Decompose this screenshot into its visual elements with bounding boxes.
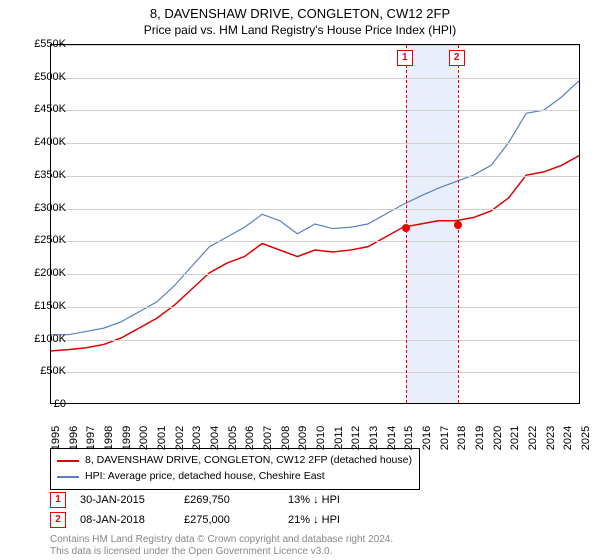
grid-line bbox=[51, 45, 579, 46]
title-main: 8, DAVENSHAW DRIVE, CONGLETON, CW12 2FP bbox=[0, 6, 600, 23]
y-axis-label: £500K bbox=[34, 71, 66, 83]
footer-attribution: Contains HM Land Registry data © Crown c… bbox=[50, 534, 393, 558]
x-axis-label: 2006 bbox=[244, 426, 256, 450]
x-axis-label: 2001 bbox=[156, 426, 168, 450]
legend-swatch-property bbox=[57, 460, 79, 462]
x-axis-label: 1999 bbox=[121, 426, 133, 450]
grid-line bbox=[51, 143, 579, 144]
x-axis-label: 1998 bbox=[103, 426, 115, 450]
x-axis-label: 2019 bbox=[474, 426, 486, 450]
grid-line bbox=[51, 241, 579, 242]
marker-box-2: 2 bbox=[50, 512, 66, 528]
series-line-property bbox=[51, 156, 579, 351]
y-axis-label: £300K bbox=[34, 202, 66, 214]
grid-line bbox=[51, 307, 579, 308]
y-axis-label: £350K bbox=[34, 169, 66, 181]
x-axis-label: 2018 bbox=[456, 426, 468, 450]
marker-box-1: 1 bbox=[50, 492, 66, 508]
x-axis-label: 2003 bbox=[191, 426, 203, 450]
x-axis-label: 2007 bbox=[262, 426, 274, 450]
x-axis-label: 2022 bbox=[527, 426, 539, 450]
sales-row-2: 2 08-JAN-2018 £275,000 21% ↓ HPI bbox=[50, 510, 378, 530]
y-axis-label: £0 bbox=[54, 398, 66, 410]
chart-plot-area bbox=[50, 44, 580, 404]
x-axis-label: 2015 bbox=[403, 426, 415, 450]
grid-line bbox=[51, 274, 579, 275]
chart-container: 8, DAVENSHAW DRIVE, CONGLETON, CW12 2FP … bbox=[0, 0, 600, 560]
x-axis-label: 2017 bbox=[439, 426, 451, 450]
x-axis-label: 2004 bbox=[209, 426, 221, 450]
x-axis-label: 2013 bbox=[368, 426, 380, 450]
grid-line bbox=[51, 209, 579, 210]
x-axis-label: 2021 bbox=[509, 426, 521, 450]
y-axis-label: £550K bbox=[34, 38, 66, 50]
y-axis-label: £450K bbox=[34, 103, 66, 115]
sale-price-1: £269,750 bbox=[184, 494, 274, 506]
sale-date-1: 30-JAN-2015 bbox=[80, 494, 170, 506]
y-axis-label: £200K bbox=[34, 267, 66, 279]
legend-swatch-hpi bbox=[57, 476, 79, 478]
x-axis-label: 2025 bbox=[580, 426, 592, 450]
legend-box: 8, DAVENSHAW DRIVE, CONGLETON, CW12 2FP … bbox=[50, 448, 420, 490]
x-axis-label: 1997 bbox=[85, 426, 97, 450]
grid-line bbox=[51, 372, 579, 373]
sale-delta-1: 13% ↓ HPI bbox=[288, 494, 378, 506]
x-axis-label: 2000 bbox=[138, 426, 150, 450]
x-axis-label: 2005 bbox=[227, 426, 239, 450]
grid-line bbox=[51, 340, 579, 341]
legend-label-property: 8, DAVENSHAW DRIVE, CONGLETON, CW12 2FP … bbox=[85, 453, 412, 469]
title-block: 8, DAVENSHAW DRIVE, CONGLETON, CW12 2FP … bbox=[0, 0, 600, 38]
y-axis-label: £100K bbox=[34, 333, 66, 345]
x-axis-label: 2014 bbox=[386, 426, 398, 450]
y-axis-label: £250K bbox=[34, 234, 66, 246]
x-axis-label: 2011 bbox=[333, 426, 345, 450]
grid-line bbox=[51, 110, 579, 111]
x-axis-label: 2016 bbox=[421, 426, 433, 450]
sale-price-2: £275,000 bbox=[184, 514, 274, 526]
marker-dot-1 bbox=[402, 224, 410, 232]
footer-line-1: Contains HM Land Registry data © Crown c… bbox=[50, 534, 393, 546]
sale-date-2: 08-JAN-2018 bbox=[80, 514, 170, 526]
title-sub: Price paid vs. HM Land Registry's House … bbox=[0, 23, 600, 39]
y-axis-label: £400K bbox=[34, 136, 66, 148]
legend-label-hpi: HPI: Average price, detached house, Ches… bbox=[85, 469, 325, 485]
x-axis-label: 2024 bbox=[562, 426, 574, 450]
legend-row-property: 8, DAVENSHAW DRIVE, CONGLETON, CW12 2FP … bbox=[57, 453, 413, 469]
x-axis-label: 2023 bbox=[545, 426, 557, 450]
x-axis-label: 2020 bbox=[492, 426, 504, 450]
x-axis-label: 2009 bbox=[297, 426, 309, 450]
grid-line bbox=[51, 176, 579, 177]
x-axis-label: 1996 bbox=[68, 426, 80, 450]
footer-line-2: This data is licensed under the Open Gov… bbox=[50, 546, 393, 558]
marker-flag-1: 1 bbox=[397, 50, 413, 66]
x-axis-label: 2002 bbox=[174, 426, 186, 450]
x-axis-label: 2010 bbox=[315, 426, 327, 450]
marker-dot-2 bbox=[454, 221, 462, 229]
x-axis-label: 1995 bbox=[50, 426, 62, 450]
legend-row-hpi: HPI: Average price, detached house, Ches… bbox=[57, 469, 413, 485]
x-axis-label: 2008 bbox=[280, 426, 292, 450]
chart-lines-svg bbox=[51, 45, 579, 403]
y-axis-label: £150K bbox=[34, 300, 66, 312]
sale-delta-2: 21% ↓ HPI bbox=[288, 514, 378, 526]
sales-row-1: 1 30-JAN-2015 £269,750 13% ↓ HPI bbox=[50, 490, 378, 510]
grid-line bbox=[51, 78, 579, 79]
marker-flag-2: 2 bbox=[449, 50, 465, 66]
x-axis-label: 2012 bbox=[350, 426, 362, 450]
y-axis-label: £50K bbox=[40, 365, 66, 377]
sales-table: 1 30-JAN-2015 £269,750 13% ↓ HPI 2 08-JA… bbox=[50, 490, 378, 530]
